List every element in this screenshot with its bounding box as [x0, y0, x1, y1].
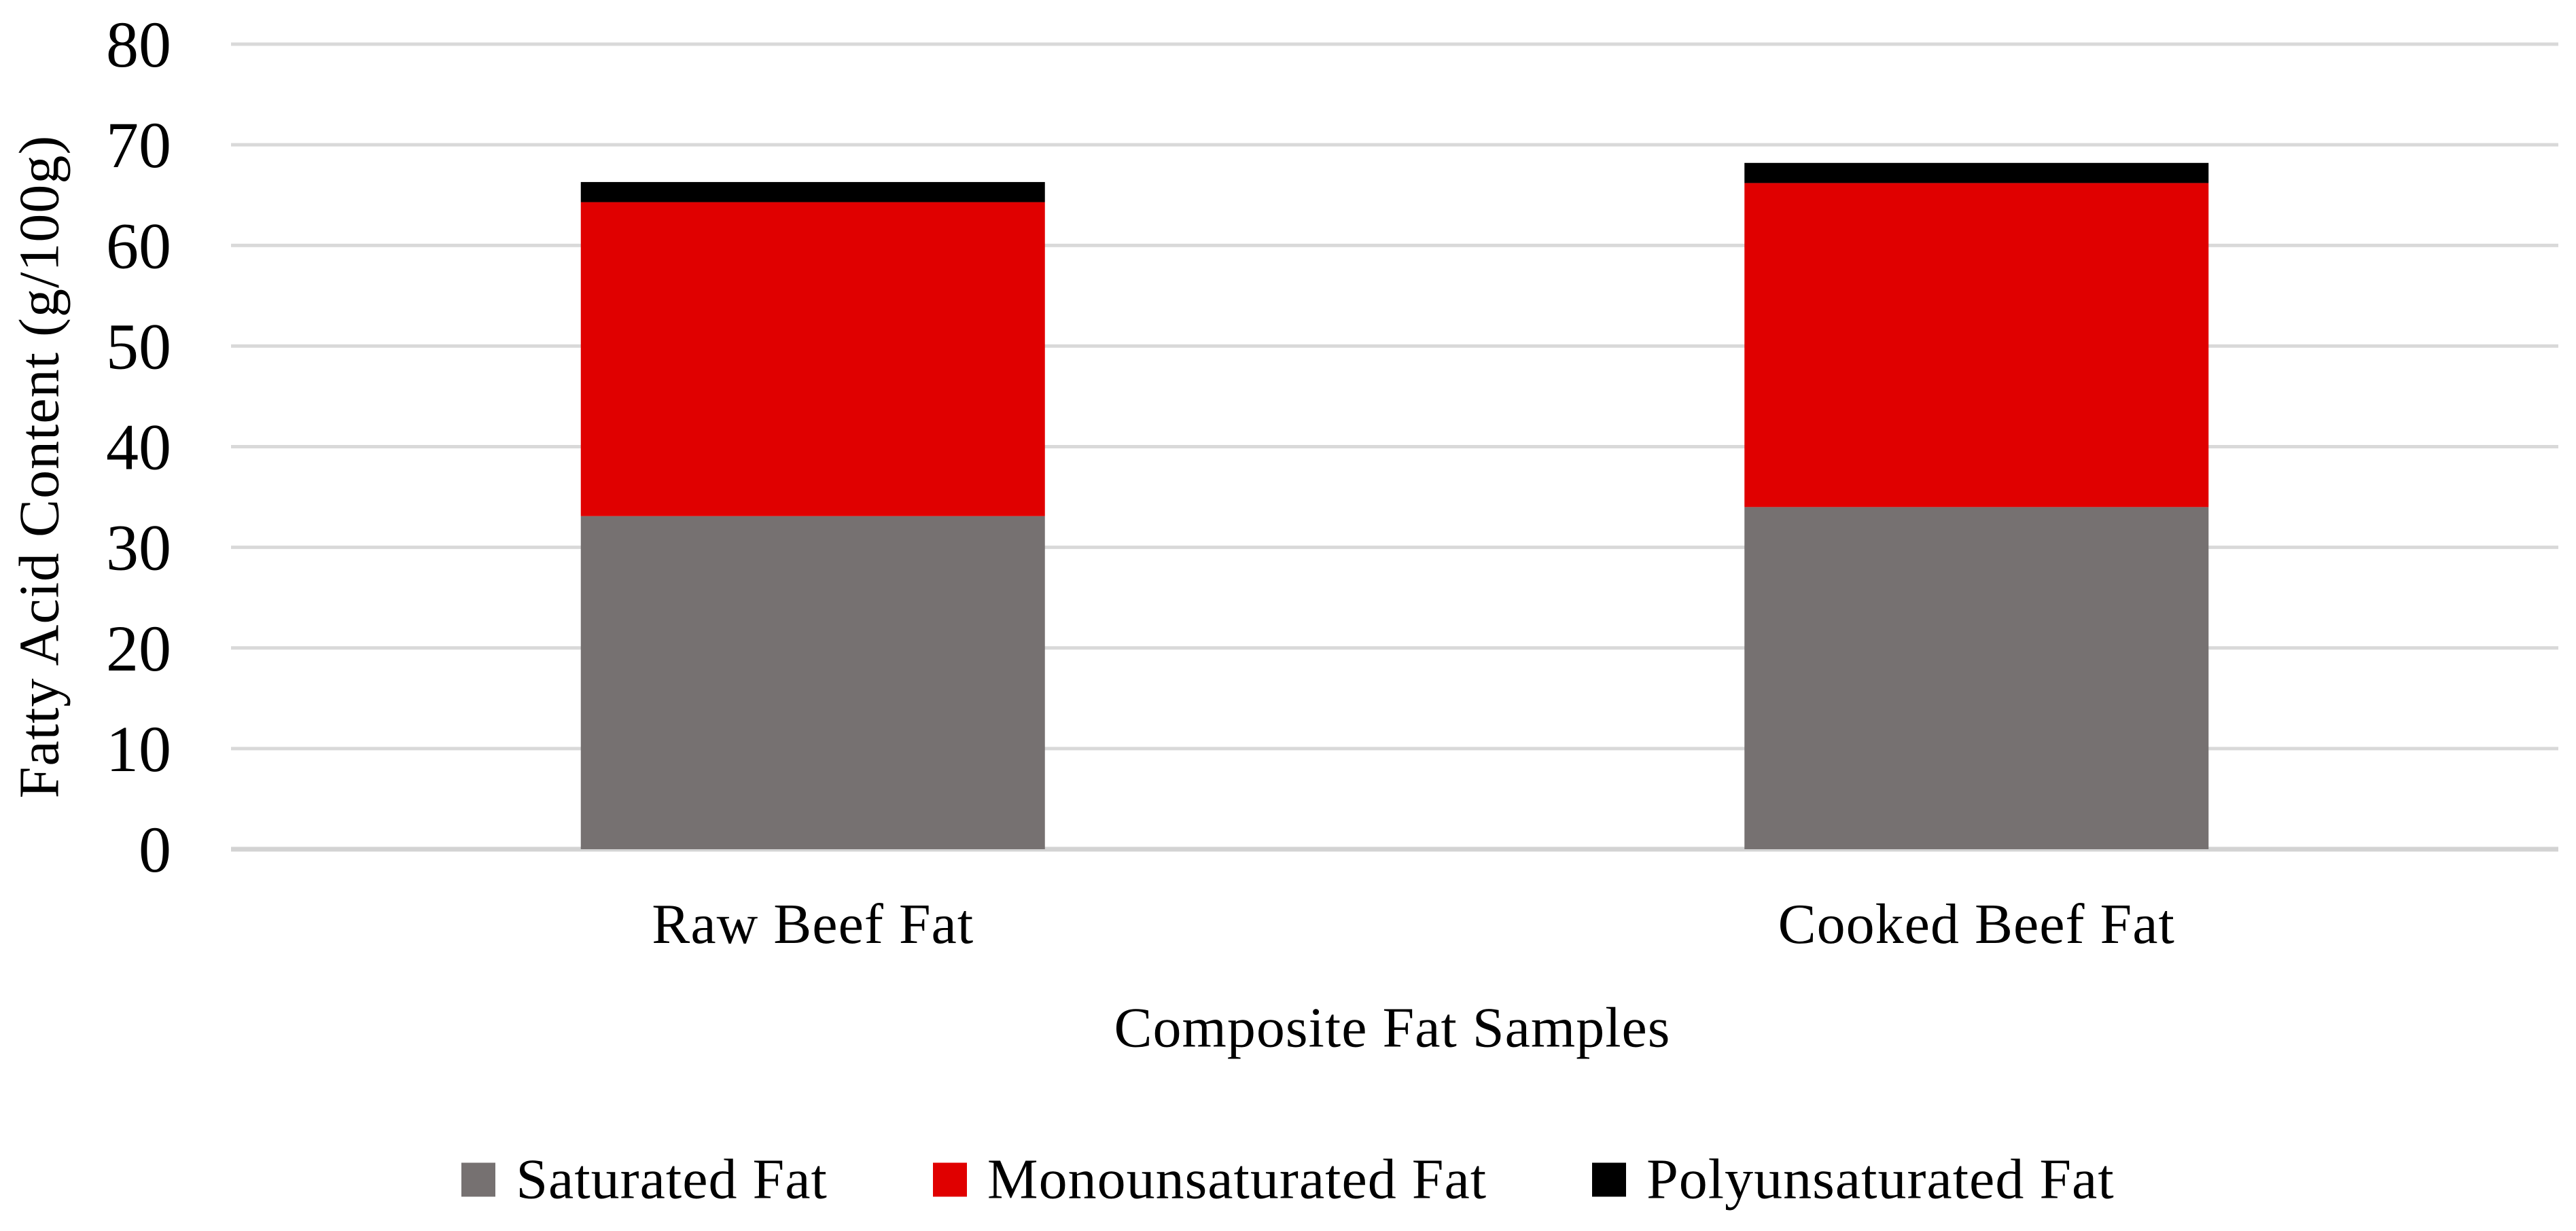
y-tick-label: 70 — [106, 109, 171, 181]
bar-segment — [1744, 183, 2209, 507]
bar-segment — [1744, 162, 2209, 183]
bar-segment — [580, 181, 1045, 202]
legend-item: Monounsaturated Fat — [932, 1147, 1487, 1213]
legend: Saturated Fat Monounsaturated Fat Polyunsa… — [0, 1147, 2576, 1213]
y-tick-label: 30 — [106, 512, 171, 584]
bar-segment — [580, 202, 1045, 516]
y-tick-labels: 0 10 20 30 40 50 60 70 80 — [106, 8, 171, 886]
category-label: Cooked Beef Fat — [1778, 893, 2175, 956]
y-tick-label: 80 — [106, 8, 171, 81]
legend-item: Saturated Fat — [461, 1147, 828, 1213]
y-tick-label: 50 — [106, 310, 171, 382]
legend-label: Monounsaturated Fat — [987, 1147, 1487, 1211]
legend-label: Polyunsaturated Fat — [1646, 1147, 2115, 1211]
y-tick-label: 60 — [106, 209, 171, 282]
bar-segment — [580, 516, 1045, 849]
legend-swatch-icon — [932, 1162, 967, 1196]
legend-item: Polyunsaturated Fat — [1592, 1147, 2115, 1213]
y-tick-label: 0 — [139, 813, 171, 886]
y-tick-label: 40 — [106, 411, 171, 484]
legend-swatch-icon — [1592, 1162, 1627, 1196]
x-axis-title: Composite Fat Samples — [1114, 996, 1671, 1060]
category-labels: Raw Beef Fat Cooked Beef Fat — [652, 893, 2175, 956]
legend-label: Saturated Fat — [516, 1147, 828, 1211]
bars — [580, 162, 2209, 849]
legend-swatch-icon — [461, 1162, 496, 1196]
y-tick-label: 20 — [106, 612, 171, 685]
category-label: Raw Beef Fat — [652, 893, 974, 956]
bar-segment — [1744, 507, 2209, 849]
y-axis-title: Fatty Acid Content (g/100g) — [7, 135, 71, 799]
gridlines — [231, 42, 2558, 852]
y-tick-label: 10 — [106, 713, 171, 785]
